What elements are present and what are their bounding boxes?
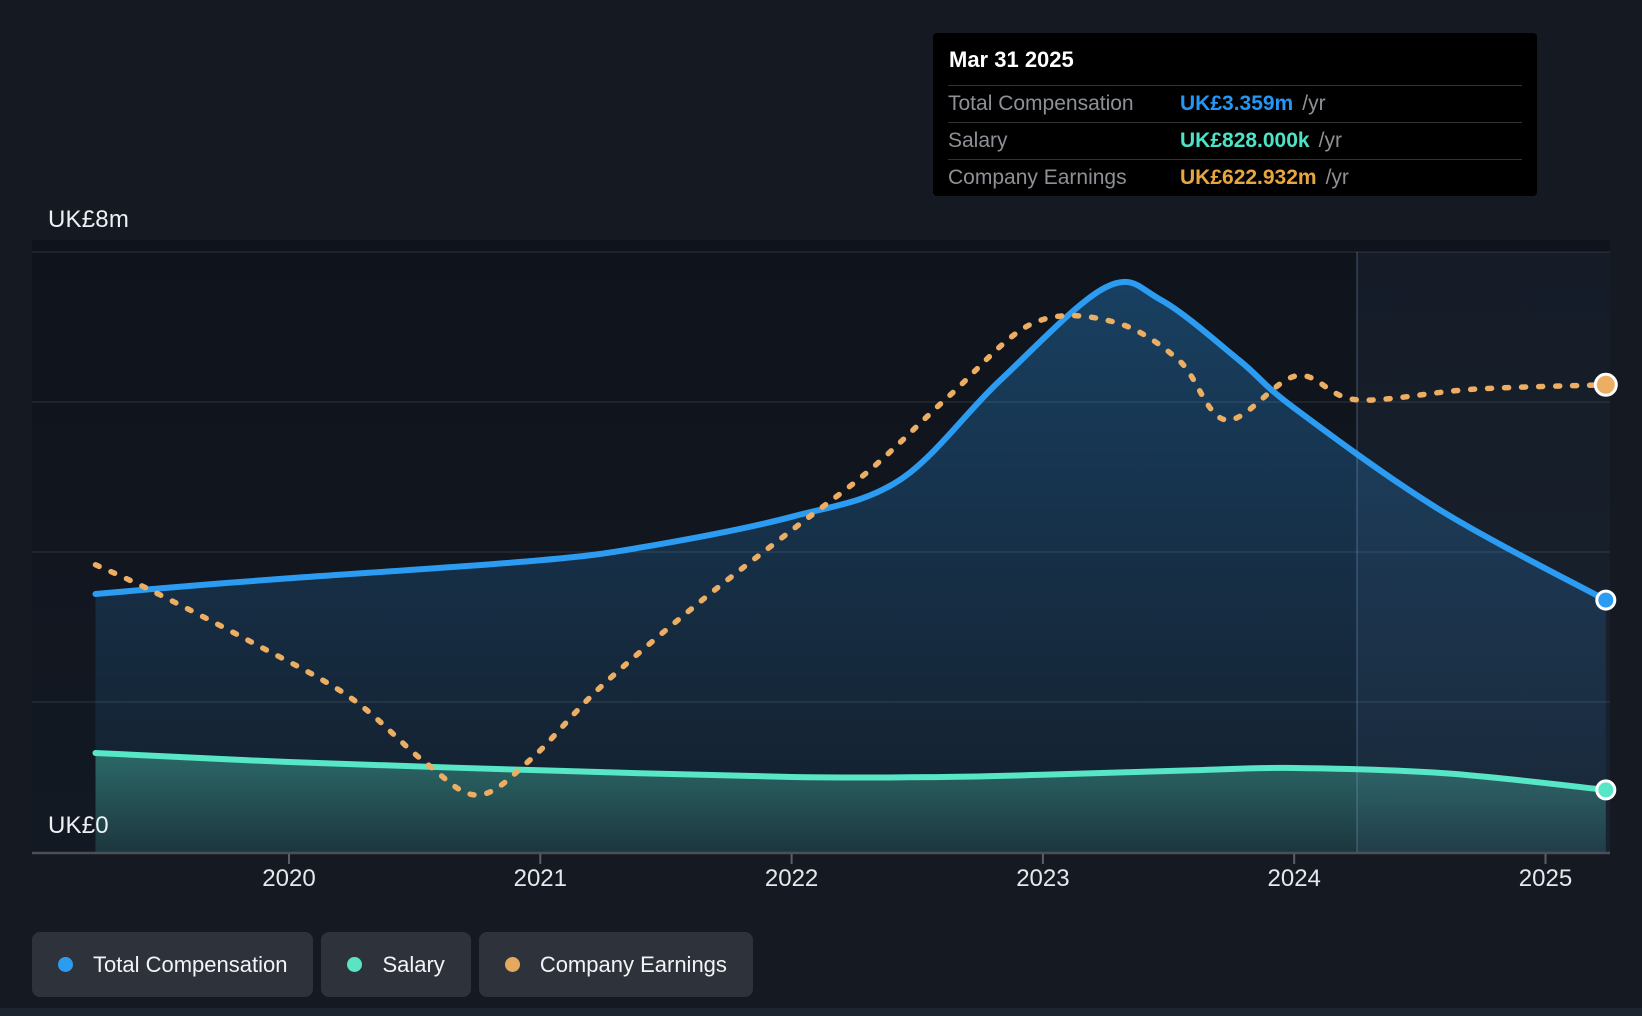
tooltip-date: Mar 31 2025 — [949, 47, 1074, 72]
tooltip-value-suffix: /yr — [1325, 166, 1349, 189]
tooltip-value-suffix: /yr — [1318, 129, 1342, 152]
y-axis-label-zero: UK£0 — [48, 812, 109, 839]
legend-item-salary[interactable]: Salary — [321, 932, 471, 997]
legend-item-company-earnings[interactable]: Company Earnings — [478, 932, 753, 997]
legend-item-total-compensation[interactable]: Total Compensation — [32, 932, 314, 997]
total-compensation-area — [95, 281, 1606, 852]
gridlines — [32, 251, 1610, 703]
salary-area — [95, 753, 1606, 852]
recent-period-band — [1357, 252, 1610, 852]
salary-line[interactable] — [92, 750, 1609, 793]
legend-item-label: Total Compensation — [93, 951, 288, 977]
x-axis-label: 2022 — [765, 865, 818, 892]
y-axis-label-max: UK£8m — [48, 206, 130, 233]
legend-dot-icon — [504, 957, 520, 972]
tooltip-value: UK£3.359m — [1180, 92, 1294, 115]
bottom-strip — [0, 1008, 1642, 1016]
legend-dot-icon — [347, 957, 363, 972]
company-earnings-line[interactable] — [92, 312, 1609, 798]
salary-end-dot[interactable] — [1595, 779, 1617, 801]
tooltip-row-salary: Salary UK£828.000k/yr — [948, 122, 1522, 159]
tooltip-label: Company Earnings — [948, 166, 1127, 189]
tooltip-label: Salary — [948, 129, 1008, 152]
x-axis-ticks: 2020 2021 2022 2023 2024 2025 — [262, 854, 1572, 892]
x-axis-label: 2024 — [1268, 865, 1321, 892]
tooltip-value: UK£828.000k — [1180, 129, 1310, 152]
legend-item-label: Company Earnings — [539, 951, 727, 977]
x-axis-label: 2025 — [1519, 865, 1572, 892]
x-axis-label: 2023 — [1016, 865, 1069, 892]
tooltip-row-company-earnings: Company Earnings UK£622.932m/yr — [948, 159, 1522, 196]
tooltip-value: UK£622.932m — [1180, 166, 1317, 189]
tooltip-label: Total Compensation — [948, 92, 1134, 115]
tooltip-row-total-compensation: Total Compensation UK£3.359m/yr — [948, 85, 1522, 122]
tooltip-value-suffix: /yr — [1302, 92, 1326, 115]
chart-tooltip: Mar 31 2025 Total Compensation UK£3.359m… — [933, 33, 1537, 196]
total-compensation-line[interactable] — [92, 278, 1609, 604]
total-compensation-end-dot[interactable] — [1595, 589, 1617, 611]
chart-legend: Total Compensation Salary Company Earnin… — [32, 932, 753, 997]
x-axis-label: 2020 — [262, 865, 315, 892]
legend-dot-icon — [58, 957, 73, 972]
company-earnings-end-dot[interactable] — [1593, 372, 1618, 397]
x-axis-label: 2021 — [514, 865, 567, 892]
legend-item-label: Salary — [382, 951, 445, 977]
